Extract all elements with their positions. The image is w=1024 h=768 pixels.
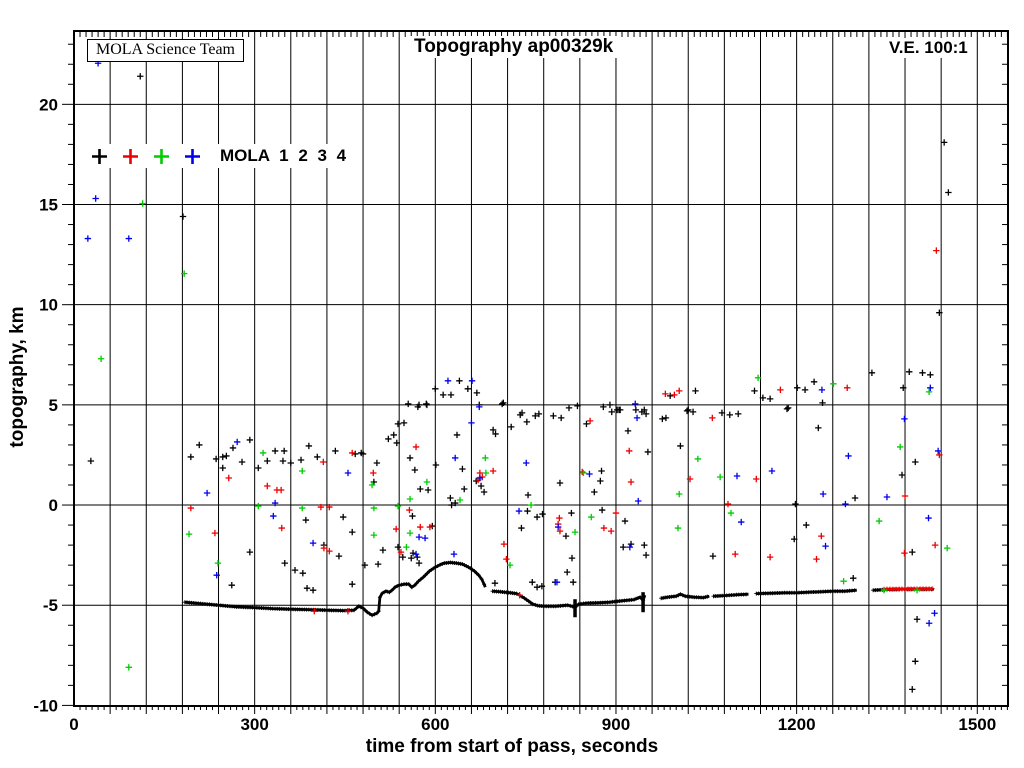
svg-text:300: 300 [240, 715, 268, 734]
legend-plus-markers [92, 148, 216, 164]
svg-text:15: 15 [39, 196, 58, 215]
svg-text:20: 20 [39, 95, 58, 114]
legend: MOLA 1 2 3 4 [86, 144, 353, 168]
legend-marker-mola-1 [92, 148, 107, 164]
team-box: MOLA Science Team [87, 39, 244, 62]
plot-title: Topography ap00329k [408, 36, 620, 58]
x-axis-title: time from start of pass, seconds [365, 736, 659, 757]
svg-text:5: 5 [49, 396, 58, 415]
legend-marker-mola-4 [185, 148, 200, 164]
vertical-exaggeration-label: V.E. 100:1 [884, 38, 973, 58]
svg-text:0: 0 [69, 715, 78, 734]
svg-text:900: 900 [602, 715, 630, 734]
svg-text:1500: 1500 [958, 715, 996, 734]
svg-text:600: 600 [421, 715, 449, 734]
svg-text:0: 0 [49, 496, 58, 515]
legend-marker-mola-2 [123, 148, 138, 164]
legend-label: MOLA 1 2 3 4 [220, 146, 347, 165]
svg-text:-10: -10 [33, 696, 58, 715]
svg-text:10: 10 [39, 296, 58, 315]
svg-text:1200: 1200 [778, 715, 816, 734]
svg-text:-5: -5 [43, 596, 58, 615]
y-axis-title: topography, km [7, 306, 28, 448]
legend-marker-mola-3 [154, 148, 169, 164]
